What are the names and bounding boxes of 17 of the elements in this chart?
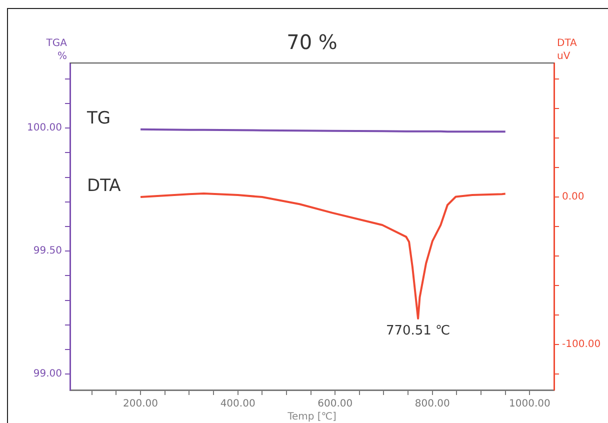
y2-axis-title: DTA uV	[557, 38, 578, 62]
x-axis-title: Temp [℃]	[286, 412, 337, 423]
x-tick-label: 1000.00	[509, 398, 550, 410]
x-tick-label: 200.00	[123, 398, 158, 410]
y2-tick-label: 0.00	[562, 192, 584, 203]
chart-title: 70 %	[286, 30, 338, 54]
series-label: DTA	[87, 176, 122, 196]
x-tick-label: 400.00	[220, 398, 256, 410]
series-label: TG	[86, 108, 111, 128]
y-tick-label: 100.00	[27, 122, 62, 134]
x-tick-label: 600.00	[318, 398, 353, 410]
y-tick-label: 99.00	[33, 368, 62, 380]
y2-tick-label: -100.00	[562, 338, 601, 350]
x-tick-label: 800.00	[414, 398, 450, 410]
y-tick-label: 99.50	[33, 246, 62, 257]
y-axis-title: TGA %	[45, 38, 68, 62]
annotation: 770.51 ℃	[386, 323, 450, 338]
